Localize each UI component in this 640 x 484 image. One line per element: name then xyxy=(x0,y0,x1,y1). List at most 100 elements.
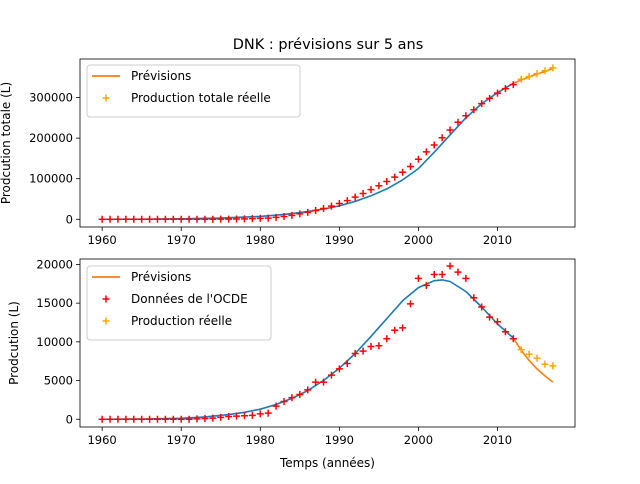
data-point-marker xyxy=(106,215,114,223)
y-tick-label: 0 xyxy=(66,412,73,426)
data-point-marker xyxy=(169,215,177,223)
data-point-marker xyxy=(312,206,320,214)
legend-swatch-marker xyxy=(102,94,110,102)
data-point-marker xyxy=(264,214,272,222)
data-point-marker xyxy=(533,354,541,362)
data-point-marker xyxy=(478,100,486,108)
data-point-marker xyxy=(430,270,438,278)
data-point-marker xyxy=(470,294,478,302)
data-point-marker xyxy=(240,412,248,420)
data-point-marker xyxy=(454,118,462,126)
data-point-marker xyxy=(359,189,367,197)
x-tick-label: 1990 xyxy=(325,233,354,247)
data-point-marker xyxy=(438,270,446,278)
data-point-marker xyxy=(122,415,130,423)
figure-title: DNK : prévisions sur 5 ans xyxy=(233,37,424,53)
legend-frame xyxy=(86,265,272,341)
legend: Prévisions Production totale réelle xyxy=(86,64,301,118)
data-point-marker xyxy=(422,148,430,156)
data-point-marker xyxy=(169,415,177,423)
legend-label: Production totale réelle xyxy=(131,91,271,105)
data-point-marker xyxy=(248,411,256,419)
data-point-marker xyxy=(177,215,185,223)
data-point-marker xyxy=(509,335,517,343)
data-point-marker xyxy=(201,414,209,422)
x-tick-label: 1970 xyxy=(167,433,196,447)
data-point-marker xyxy=(478,303,486,311)
data-point-marker xyxy=(177,415,185,423)
data-point-marker xyxy=(494,89,502,97)
y-tick-label: 5000 xyxy=(44,374,73,388)
x-tick-label: 2010 xyxy=(483,433,512,447)
y-tick-label: 300000 xyxy=(29,91,73,105)
y-tick-label: 15000 xyxy=(36,296,73,310)
data-point-marker xyxy=(462,112,470,120)
data-point-marker xyxy=(327,202,335,210)
data-point-marker xyxy=(525,72,533,80)
data-point-marker xyxy=(501,328,509,336)
x-tick-label: 1980 xyxy=(246,233,275,247)
data-point-marker xyxy=(351,349,359,357)
data-point-marker xyxy=(138,215,146,223)
data-point-marker xyxy=(233,215,241,223)
data-point-marker xyxy=(533,70,541,78)
data-point-marker xyxy=(161,415,169,423)
data-point-marker xyxy=(130,415,138,423)
data-point-marker xyxy=(106,415,114,423)
data-point-marker xyxy=(225,413,233,421)
data-layer xyxy=(98,262,557,423)
data-point-marker xyxy=(486,313,494,321)
data-point-marker xyxy=(138,415,146,423)
data-point-marker xyxy=(343,197,351,205)
data-point-marker xyxy=(549,362,557,370)
legend-label: Prévisions xyxy=(131,270,191,284)
data-point-marker xyxy=(201,215,209,223)
data-point-marker xyxy=(185,215,193,223)
data-point-marker xyxy=(327,371,335,379)
data-point-marker xyxy=(399,324,407,332)
data-point-marker xyxy=(288,394,296,402)
x-tick-label: 1960 xyxy=(87,433,116,447)
data-point-marker xyxy=(193,415,201,423)
data-point-marker xyxy=(217,215,225,223)
data-point-marker xyxy=(248,215,256,223)
data-point-marker xyxy=(185,415,193,423)
y-axis-label: Prodcution totale (L) xyxy=(0,82,13,204)
data-point-marker xyxy=(193,215,201,223)
data-point-marker xyxy=(161,215,169,223)
x-tick-label: 2010 xyxy=(483,233,512,247)
data-point-marker xyxy=(320,378,328,386)
data-point-marker xyxy=(541,67,549,75)
y-tick-label: 200000 xyxy=(29,131,73,145)
data-point-marker xyxy=(407,163,415,171)
data-point-marker xyxy=(367,186,375,194)
legend-swatch-marker xyxy=(102,295,110,303)
data-point-marker xyxy=(146,415,154,423)
data-point-marker xyxy=(446,126,454,134)
bottom-chart-panel: 1960 1970 1980 1990 2000 2010 0 5000 10000 15000 2… xyxy=(7,257,576,470)
data-point-marker xyxy=(549,64,557,72)
data-point-marker xyxy=(541,360,549,368)
data-point-marker xyxy=(272,402,280,410)
data-point-marker xyxy=(446,262,454,270)
data-point-marker xyxy=(525,350,533,358)
data-point-marker xyxy=(359,347,367,355)
data-point-marker xyxy=(153,415,161,423)
data-point-marker xyxy=(304,386,312,394)
x-axis-label: Temps (années) xyxy=(279,456,375,470)
data-point-marker xyxy=(517,346,525,354)
data-point-marker xyxy=(114,215,122,223)
data-point-marker xyxy=(414,274,422,282)
data-point-marker xyxy=(153,215,161,223)
data-point-marker xyxy=(98,215,106,223)
data-point-marker xyxy=(509,81,517,89)
data-point-marker xyxy=(470,106,478,114)
data-point-marker xyxy=(209,414,217,422)
data-point-marker xyxy=(225,215,233,223)
x-tick-label: 1960 xyxy=(87,233,116,247)
data-point-marker xyxy=(264,409,272,417)
data-point-marker xyxy=(146,215,154,223)
data-point-marker xyxy=(422,281,430,289)
data-point-marker xyxy=(288,211,296,219)
